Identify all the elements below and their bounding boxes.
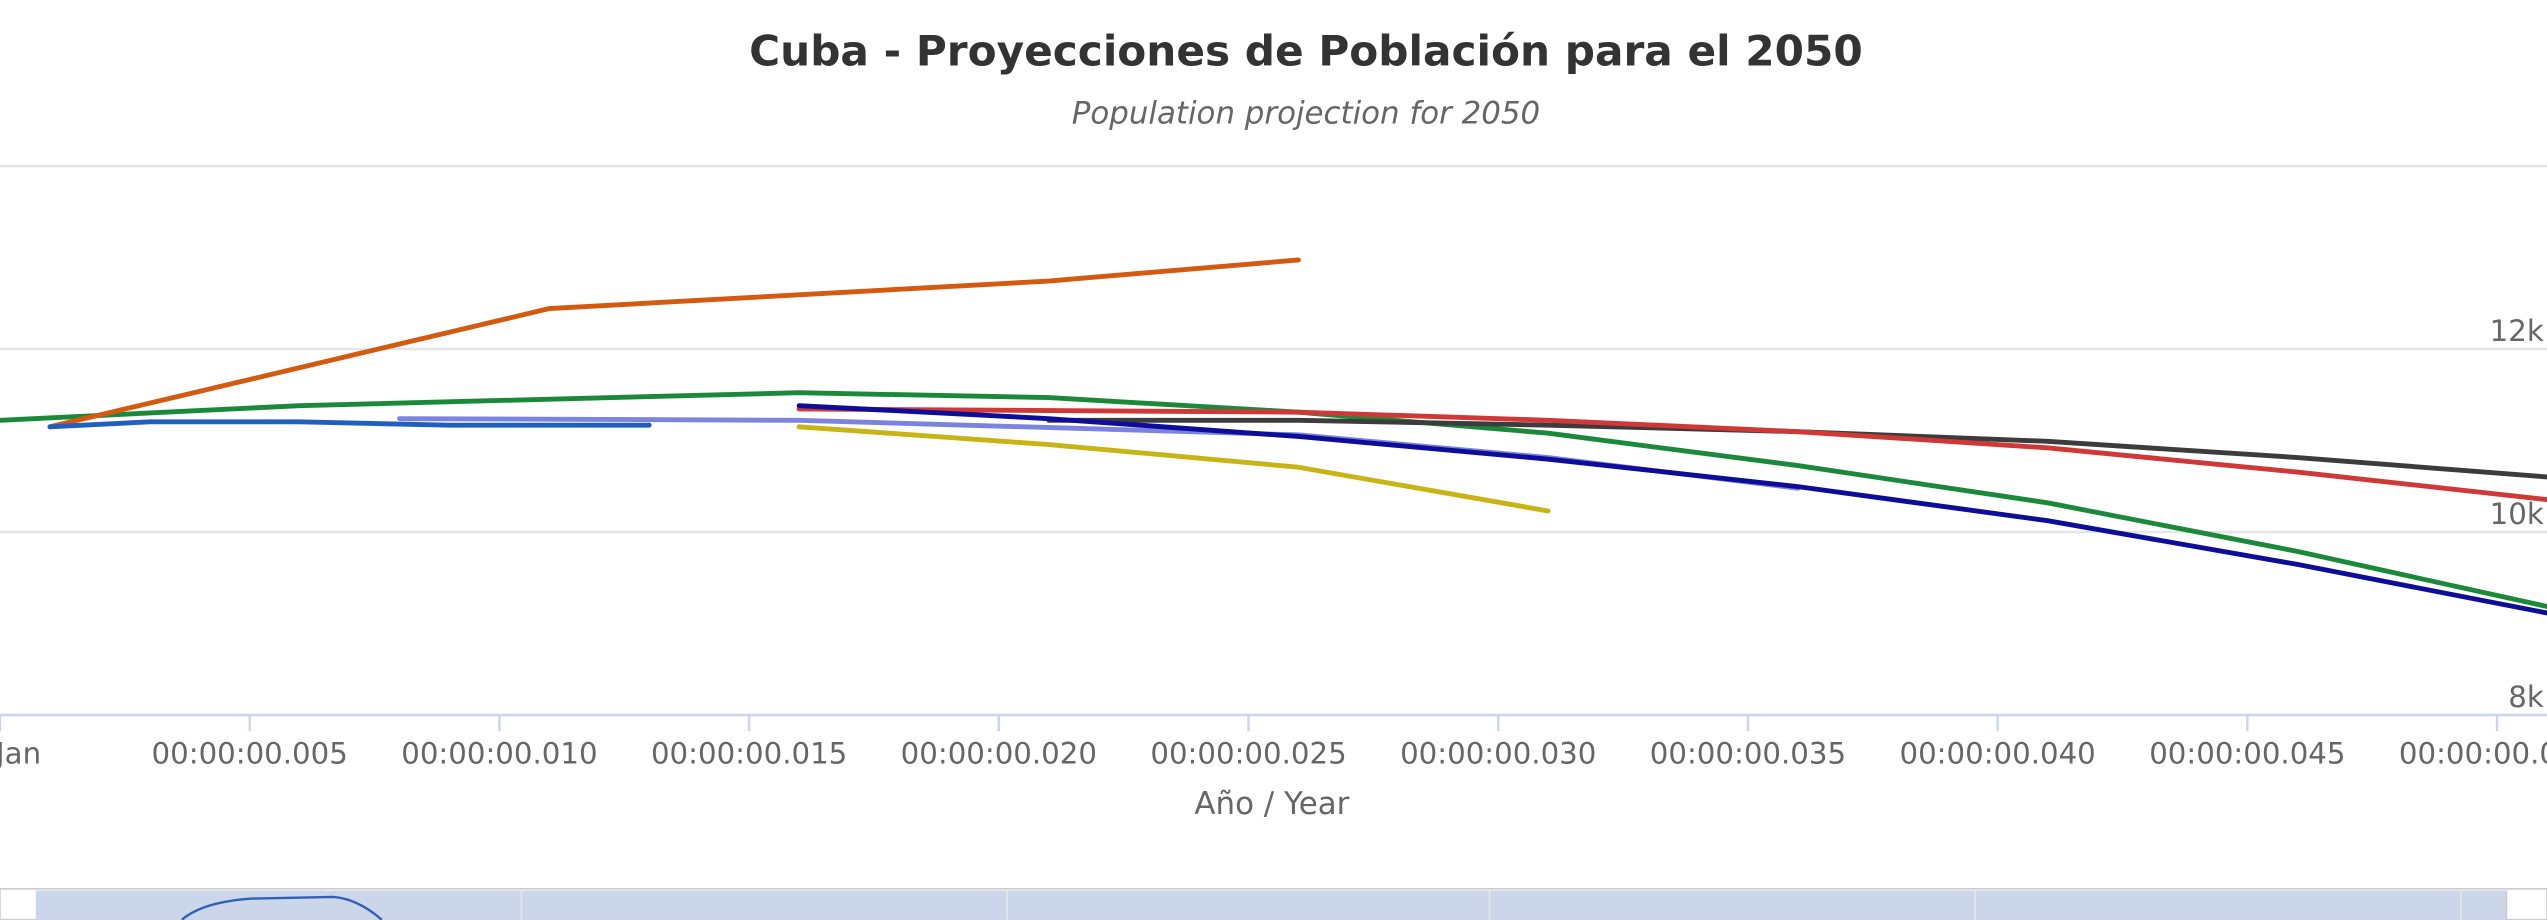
x-tick-label: 00:00:00.010 (401, 737, 597, 771)
x-tick-label: 00:00:00.035 (1650, 737, 1846, 771)
x-tick-label: 00:00:00.015 (651, 737, 847, 771)
series-line (796, 406, 2547, 503)
chart-title: Cuba - Proyecciones de Población para el… (749, 26, 1863, 75)
chart-subtitle: Population projection for 2050 (1072, 96, 1540, 132)
navigator-mask (35, 890, 2507, 920)
y-tick-label: 10k (2490, 497, 2544, 531)
series-line (1046, 417, 2547, 480)
series-lines (0, 257, 2547, 616)
series-line (796, 403, 2547, 616)
grid: 8k 10k 12k (0, 314, 2547, 717)
navigator (0, 888, 2547, 920)
series-line (397, 416, 1801, 491)
x-tick-label: 00:00:00.020 (901, 737, 1097, 771)
x-tick-label: 00:00:00.040 (1899, 737, 2095, 771)
x-tick-label: 00:00:00.005 (152, 737, 348, 771)
x-tick-label: 00:00:00.025 (1150, 737, 1346, 771)
y-tick-label: 8k (2508, 680, 2544, 714)
series-line (47, 419, 652, 430)
x-axis: 1. Jan 00:00:00.005 00:00:00.010 00:00:00.0… (0, 715, 2547, 771)
series-line (796, 424, 1551, 514)
x-tick-label: 00:00:00.050 (2399, 737, 2547, 771)
y-tick-label: 12k (2490, 314, 2544, 348)
x-tick-label: 1. Jan (0, 737, 41, 771)
x-tick-label: 00:00:00.030 (1400, 737, 1596, 771)
navigator-series (181, 895, 383, 920)
x-tick-label: 00:00:00.045 (2149, 737, 2345, 771)
x-axis-title: Año / Year (1194, 786, 1349, 822)
series-line (47, 257, 1301, 430)
